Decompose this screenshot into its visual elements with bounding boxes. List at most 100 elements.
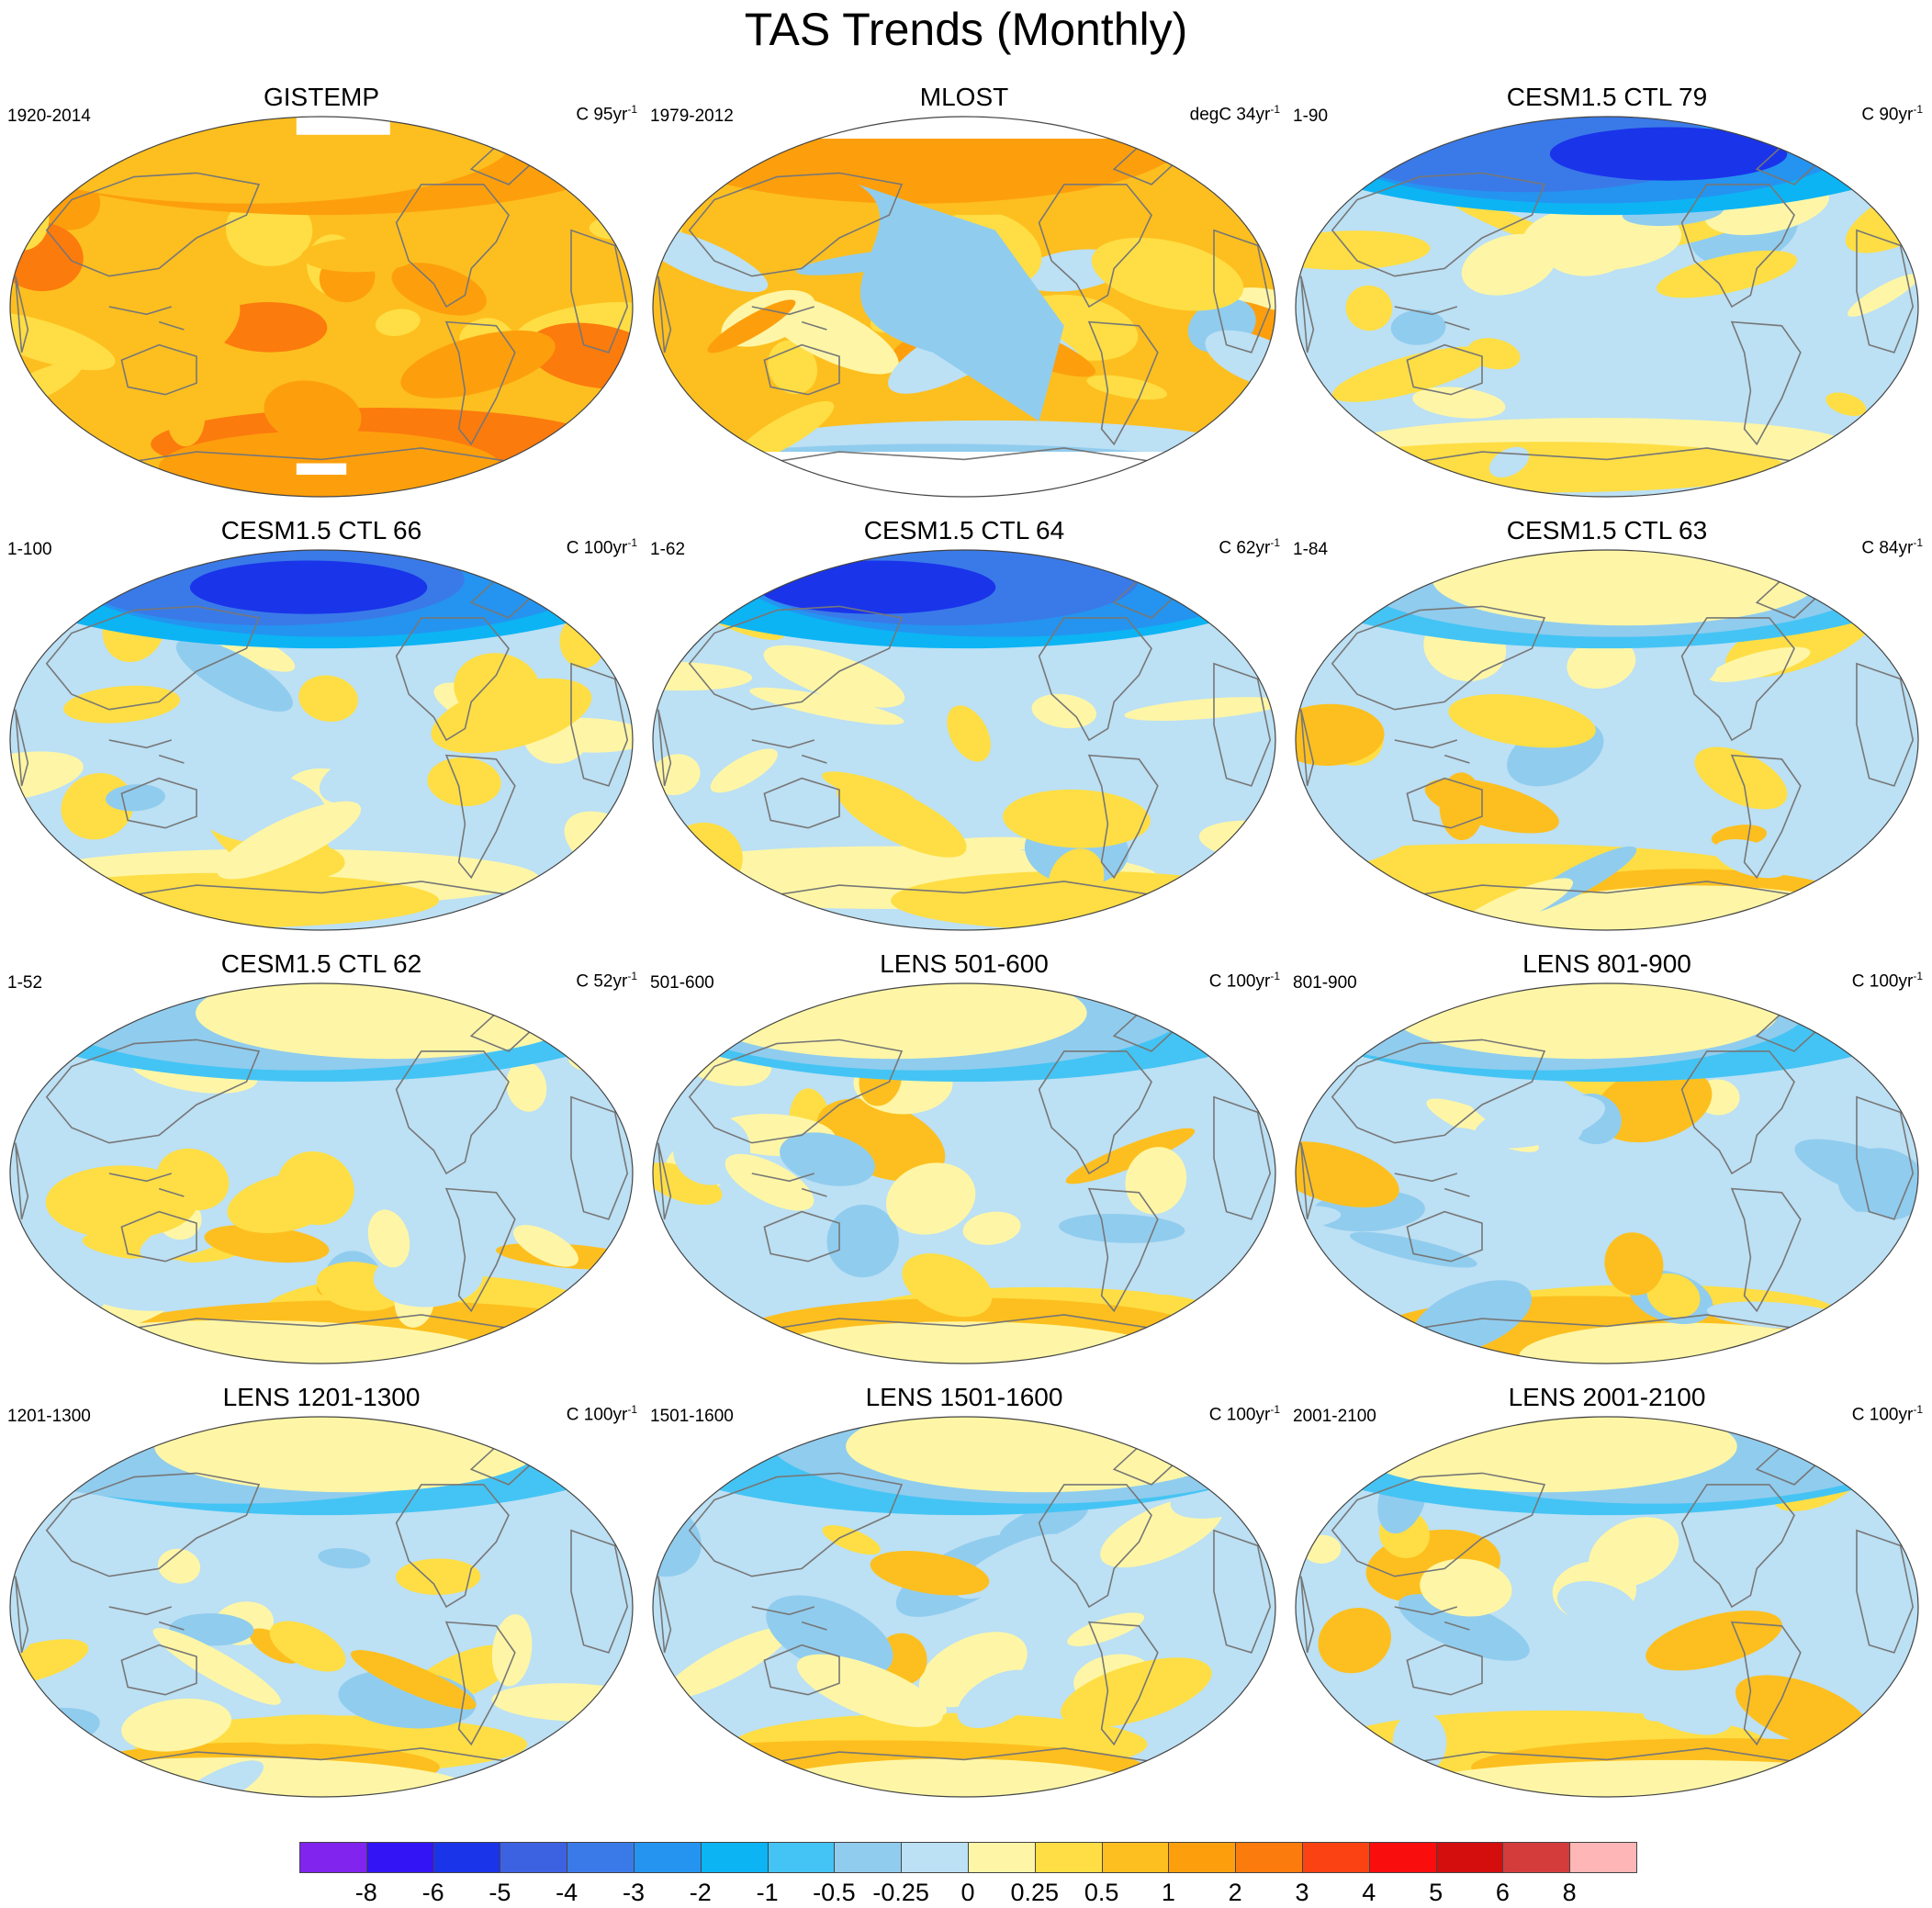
map-panel: LENS 501-600 501-600 C 100yr-1 (643, 949, 1286, 1381)
panel-title: LENS 2001-2100 (1508, 1383, 1706, 1411)
coastline (688, 1472, 904, 1577)
colorbar-swatch (1168, 1842, 1237, 1873)
map-outline (9, 982, 634, 1364)
coastline (120, 1644, 197, 1696)
colorbar-swatch (1302, 1842, 1370, 1873)
panel-period: 1501-1600 (650, 1407, 734, 1426)
panel-period: 1979-2012 (650, 107, 734, 126)
trend-blob (1390, 309, 1446, 345)
panel-title: MLOST (919, 83, 1009, 111)
coastline (570, 662, 629, 787)
trend-blob (1171, 1421, 1267, 1468)
colorbar-tick-label: -5 (489, 1879, 511, 1906)
coastline (763, 777, 840, 829)
panel-period: 2001-2100 (1293, 1407, 1376, 1426)
panel-title: LENS 801-900 (1522, 949, 1691, 978)
coastline (739, 881, 1189, 902)
trend-blob (826, 1205, 899, 1278)
trend-blob (707, 299, 796, 354)
coastline (657, 1576, 672, 1654)
coastline (1406, 777, 1483, 829)
panel-units: C 100yr-1 (567, 536, 637, 558)
trend-blob (664, 1627, 790, 1700)
colorbar-tick-label: -1 (756, 1879, 779, 1906)
trend-blob (822, 1525, 881, 1555)
panel-units: C 52yr-1 (576, 970, 637, 992)
panel-title: GISTEMP (263, 83, 379, 111)
figure-title: TAS Trends (Monthly) (744, 4, 1188, 55)
coastline (45, 1038, 261, 1144)
colorbar-swatch (1435, 1842, 1504, 1873)
trend-blob (724, 1153, 814, 1211)
trend-blob (1125, 1147, 1187, 1215)
map-outline (652, 982, 1276, 1364)
coastline (763, 343, 840, 396)
missing-data (296, 463, 347, 476)
coastline (1680, 1484, 1795, 1609)
trend-blob (759, 293, 899, 375)
map-panel: CESM1.5 CTL 66 1-100 C 100yr-1 (0, 516, 643, 948)
coastline (1730, 754, 1802, 880)
units-text: C 62yr (1219, 538, 1271, 558)
trend-blob (375, 309, 421, 336)
trend-blob (506, 1061, 547, 1112)
trend-blob (454, 653, 541, 724)
coastline (15, 275, 29, 354)
trend-blob (1318, 1608, 1392, 1674)
coastline (1038, 1050, 1152, 1175)
trend-blob (10, 117, 513, 204)
coastline (444, 1621, 516, 1746)
coastline (395, 1050, 510, 1175)
panel-units: C 100yr-1 (567, 1403, 637, 1425)
trend-blob (1059, 1214, 1185, 1243)
map-panel: LENS 1501-1600 1501-1600 C 100yr-1 (643, 1383, 1286, 1814)
coastline (1038, 617, 1152, 742)
map-outline (652, 549, 1276, 931)
colorbar-swatch (1034, 1842, 1103, 1873)
trend-blob (157, 1548, 201, 1584)
units-exponent: -1 (1913, 970, 1923, 982)
colorbar-tick-label: -3 (622, 1879, 645, 1906)
trend-blob (1636, 661, 1717, 704)
coastline (15, 709, 29, 787)
coastline (96, 881, 546, 902)
colorbar-tick-label: 6 (1495, 1879, 1510, 1906)
trend-blob (264, 380, 362, 446)
trend-blob (885, 1162, 976, 1235)
coastline (96, 1747, 546, 1768)
coastline (1213, 1529, 1272, 1654)
panel-period: 1-62 (650, 540, 686, 559)
trend-blob (1594, 1065, 1713, 1143)
trend-blob (1367, 1127, 1477, 1154)
units-exponent: -1 (1913, 103, 1923, 116)
map-outline (1295, 1416, 1919, 1798)
coastline (444, 320, 516, 446)
map-panel: MLOST 1979-2012 degC 34yr-1 (643, 83, 1286, 514)
units-exponent: -1 (1913, 1403, 1923, 1416)
units-text: C 95yr (576, 105, 628, 125)
panel-period: 1-90 (1293, 107, 1329, 126)
trend-blob (653, 661, 753, 691)
map-panel: CESM1.5 CTL 64 1-62 C 62yr-1 (643, 516, 1286, 948)
coastline (1382, 881, 1832, 902)
trend-blob (1794, 1139, 1918, 1206)
coastline (1087, 1187, 1159, 1313)
trend-blob (391, 263, 487, 316)
coastline (1730, 320, 1802, 446)
trend-blob (758, 560, 996, 614)
colorbar-swatch (700, 1842, 769, 1873)
coastline (1331, 1038, 1546, 1144)
trend-blob (204, 1224, 330, 1263)
units-exponent: -1 (1913, 536, 1923, 549)
colorbar-tick-label: 5 (1429, 1879, 1443, 1906)
panel-period: 1-52 (7, 973, 43, 993)
trend-blob (1474, 1094, 1606, 1149)
trend-blob (1295, 495, 1455, 498)
units-text: degC 34yr (1189, 105, 1271, 125)
panel-units: C 84yr-1 (1861, 536, 1923, 558)
colorbar-tick-label: 0.5 (1084, 1879, 1119, 1906)
panel-units: degC 34yr-1 (1190, 103, 1280, 125)
trend-blob (1537, 1159, 1598, 1224)
coastline (1382, 447, 1832, 468)
coastline (1087, 754, 1159, 880)
